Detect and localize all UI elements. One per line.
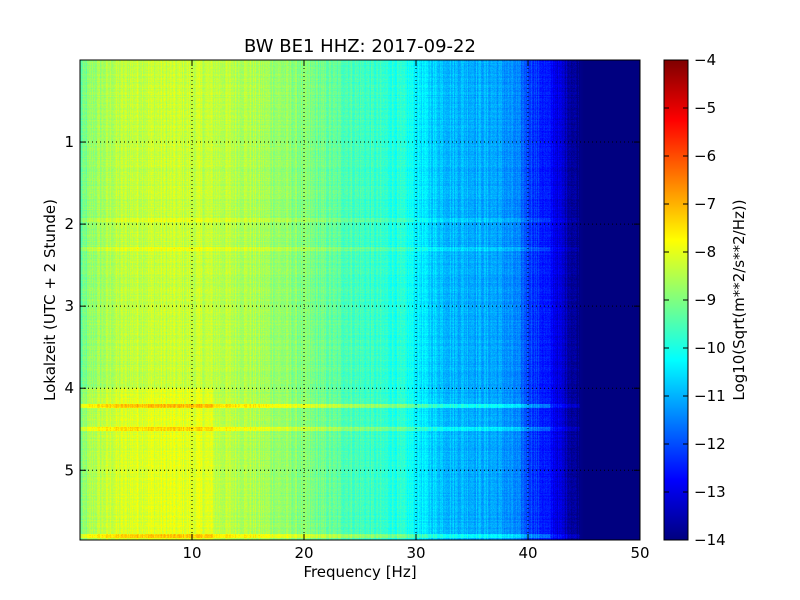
colorbar-tick-label: −7	[694, 195, 716, 213]
x-tick-label: 20	[294, 544, 313, 562]
spectrogram-heatmap	[80, 60, 640, 540]
x-axis-label: Frequency [Hz]	[303, 563, 416, 581]
colorbar-tick-label: −4	[694, 51, 716, 69]
chart-title: BW BE1 HHZ: 2017-09-22	[244, 36, 476, 57]
x-tick-label: 30	[406, 544, 425, 562]
colorbar-tick-label: −6	[694, 147, 716, 165]
y-tick-label: 3	[64, 297, 74, 315]
colorbar-tick-label: −12	[694, 435, 726, 453]
y-tick-label: 5	[64, 461, 74, 479]
y-axis-ticks: 1 2 3 4 5	[64, 133, 640, 479]
colorbar-label: Log10(Sqrt(m**2/s**2/Hz))	[730, 199, 748, 400]
colorbar-tick-label: −14	[694, 531, 726, 549]
x-axis-ticks: 10 20 30 40 50	[182, 60, 650, 562]
x-tick-label: 50	[630, 544, 649, 562]
colorbar-tick-label: −13	[694, 483, 726, 501]
x-tick-label: 10	[182, 544, 201, 562]
x-tick-label: 40	[518, 544, 537, 562]
plot-frame	[79, 59, 641, 541]
colorbar-tick-label: −10	[694, 339, 726, 357]
y-tick-label: 1	[64, 133, 74, 151]
colorbar-ticks: −4 −5 −6 −7 −8 −9 −10 −11 −12 −13 −14	[664, 51, 726, 549]
y-tick-label: 2	[64, 215, 74, 233]
y-axis-label: Lokalzeit (UTC + 2 Stunde)	[41, 199, 59, 401]
y-tick-label: 4	[64, 379, 74, 397]
colorbar-tick-label: −5	[694, 99, 716, 117]
colorbar-tick-label: −11	[694, 387, 726, 405]
colorbar-tick-label: −8	[694, 243, 716, 261]
colorbar-tick-label: −9	[694, 291, 716, 309]
grid-lines	[80, 60, 640, 540]
